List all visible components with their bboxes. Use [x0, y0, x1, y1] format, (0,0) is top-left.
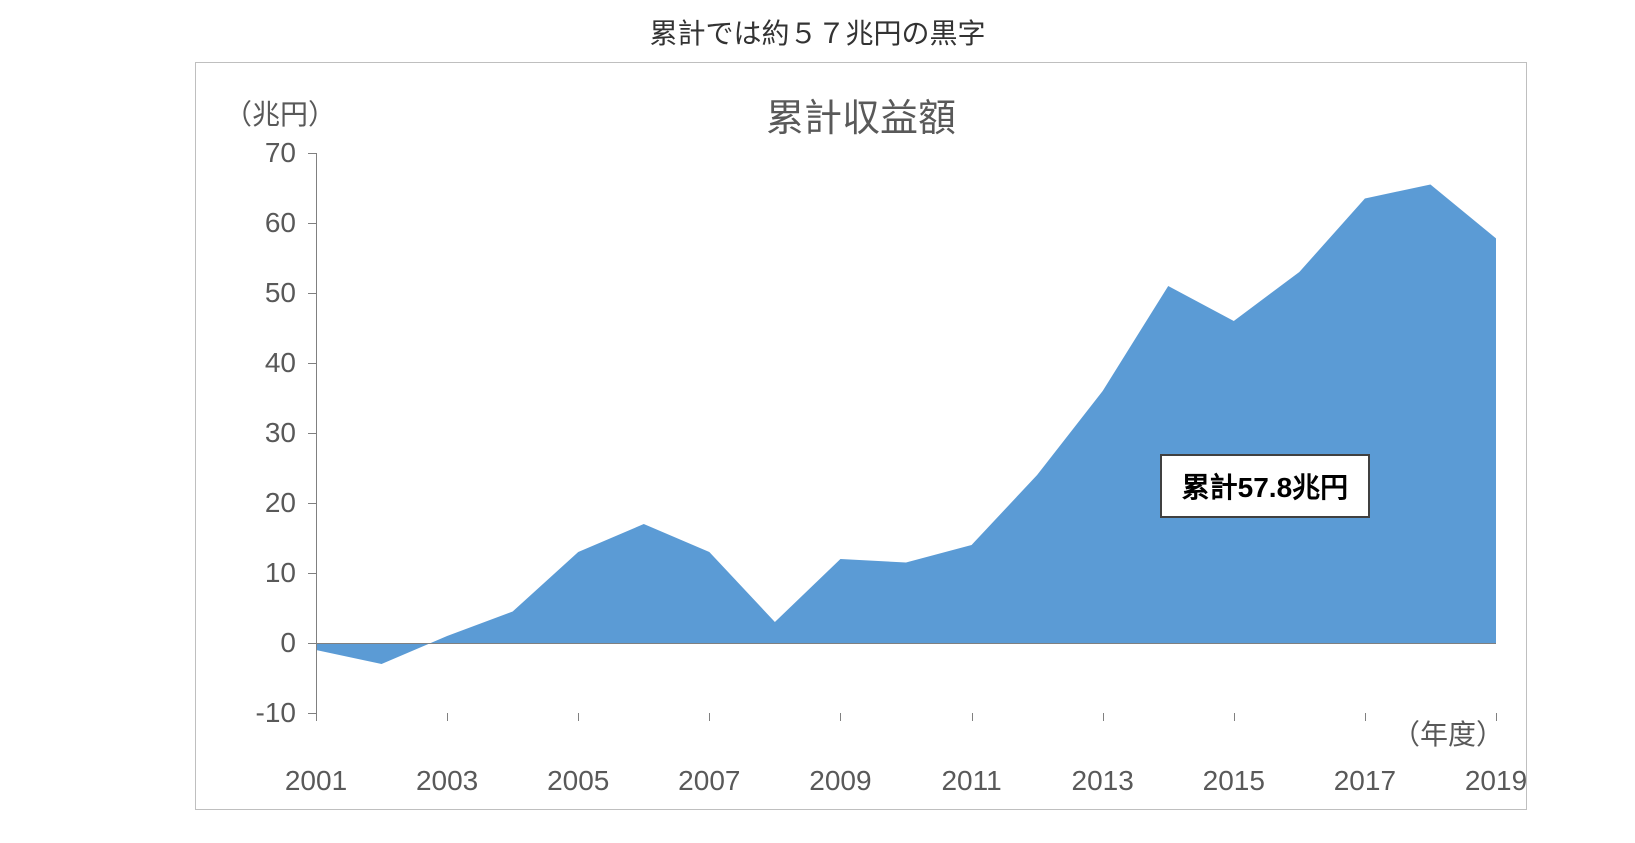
y-tick-mark: [308, 713, 316, 714]
y-tick-mark: [308, 503, 316, 504]
x-tick-label: 2019: [1465, 765, 1527, 797]
x-tick-label: 2007: [678, 765, 740, 797]
x-tick-mark: [316, 713, 317, 721]
y-axis-line: [316, 153, 317, 713]
y-tick-mark: [308, 153, 316, 154]
y-tick-label: 60: [216, 207, 296, 239]
x-tick-label: 2013: [1072, 765, 1134, 797]
y-tick-label: 10: [216, 557, 296, 589]
y-axis-unit-label: （兆円）: [224, 93, 336, 133]
x-tick-mark: [1496, 713, 1497, 721]
x-tick-mark: [578, 713, 579, 721]
y-tick-label: 70: [216, 137, 296, 169]
x-tick-mark: [709, 713, 710, 721]
y-tick-mark: [308, 643, 316, 644]
plot-area: -100102030405060702001200320052007200920…: [316, 153, 1496, 713]
x-axis-zero-line: [316, 643, 1496, 644]
x-tick-mark: [840, 713, 841, 721]
y-tick-label: -10: [216, 697, 296, 729]
chart-title: 累計収益額: [196, 87, 1526, 142]
x-tick-label: 2017: [1334, 765, 1396, 797]
x-tick-label: 2003: [416, 765, 478, 797]
x-tick-label: 2001: [285, 765, 347, 797]
y-tick-label: 30: [216, 417, 296, 449]
y-tick-label: 50: [216, 277, 296, 309]
y-tick-mark: [308, 433, 316, 434]
x-tick-label: 2005: [547, 765, 609, 797]
y-tick-mark: [308, 223, 316, 224]
y-tick-mark: [308, 293, 316, 294]
annotation-box: 累計57.8兆円: [1160, 454, 1371, 518]
x-tick-mark: [447, 713, 448, 721]
page-title: 累計では約５７兆円の黒字: [0, 0, 1635, 60]
x-axis-unit-label: （年度）: [1392, 713, 1504, 753]
area-series: [316, 185, 1496, 665]
area-chart-svg: [316, 153, 1496, 713]
y-tick-mark: [308, 573, 316, 574]
chart-container: 累計収益額 （兆円） （年度） -10010203040506070200120…: [195, 62, 1527, 810]
y-tick-label: 20: [216, 487, 296, 519]
x-tick-mark: [972, 713, 973, 721]
x-tick-mark: [1103, 713, 1104, 721]
y-tick-label: 40: [216, 347, 296, 379]
x-tick-mark: [1365, 713, 1366, 721]
x-tick-mark: [1234, 713, 1235, 721]
x-tick-label: 2015: [1203, 765, 1265, 797]
y-tick-mark: [308, 363, 316, 364]
x-tick-label: 2011: [941, 765, 1001, 797]
y-tick-label: 0: [216, 627, 296, 659]
x-tick-label: 2009: [809, 765, 871, 797]
